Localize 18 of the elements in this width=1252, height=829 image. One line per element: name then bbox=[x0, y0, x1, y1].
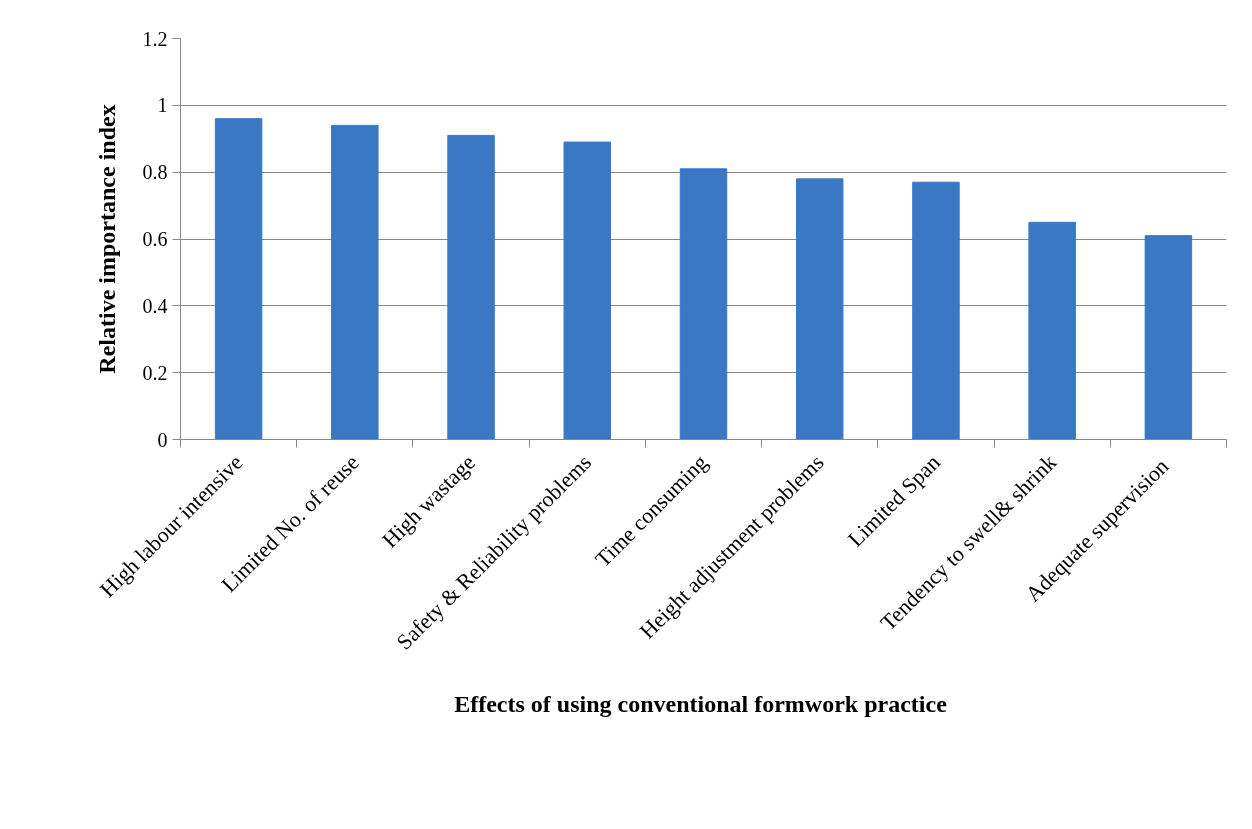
bar bbox=[214, 118, 263, 440]
bar bbox=[331, 124, 379, 440]
y-tick-label: 1 bbox=[157, 94, 168, 117]
bar bbox=[795, 178, 844, 440]
bar bbox=[912, 181, 960, 440]
bar bbox=[1144, 235, 1193, 440]
y-tick-label: 1.2 bbox=[142, 27, 168, 50]
y-tick-label: 0.2 bbox=[142, 361, 168, 384]
y-tick-label: 0.8 bbox=[142, 161, 168, 184]
bar bbox=[679, 168, 728, 440]
bar bbox=[563, 141, 612, 440]
x-axis-title: Effects of using conventional formwork practice bbox=[454, 691, 948, 718]
y-tick-label: 0.4 bbox=[142, 294, 168, 317]
y-tick-label: 0 bbox=[157, 428, 168, 451]
y-axis-title: Relative importance index bbox=[93, 104, 120, 374]
bar bbox=[1028, 221, 1076, 440]
bar bbox=[447, 134, 495, 440]
y-tick-label: 0.6 bbox=[142, 228, 168, 250]
